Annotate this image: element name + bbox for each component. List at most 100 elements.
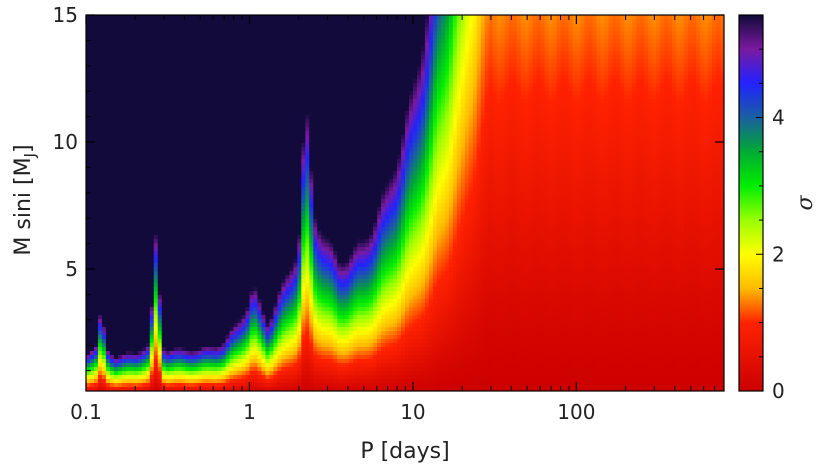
heatmap-cell xyxy=(173,179,179,184)
heatmap-cell xyxy=(133,279,139,284)
heatmap-cell xyxy=(285,307,290,312)
heatmap-cell xyxy=(245,127,251,132)
heatmap-cell xyxy=(221,63,227,68)
heatmap-cell xyxy=(177,95,183,100)
heatmap-cell xyxy=(253,239,259,244)
heatmap-cell xyxy=(161,103,167,108)
heatmap-cell xyxy=(137,375,143,380)
heatmap-cell xyxy=(285,279,290,284)
heatmap-cell xyxy=(113,111,119,116)
heatmap-cell xyxy=(269,247,275,252)
heatmap-cell xyxy=(185,211,191,216)
heatmap-cell xyxy=(169,31,175,36)
heatmap-cell xyxy=(153,223,159,228)
heatmap-cell xyxy=(141,383,147,388)
heatmap-cell xyxy=(141,371,147,376)
heatmap-cell xyxy=(133,331,139,336)
heatmap-cell xyxy=(97,175,103,180)
heatmap-cell xyxy=(281,91,286,96)
heatmap-cell xyxy=(145,295,151,300)
heatmap-cell xyxy=(213,291,219,296)
heatmap-cell xyxy=(285,347,290,352)
heatmap-cell xyxy=(141,339,147,344)
heatmap-cell xyxy=(86,143,91,148)
heatmap-cell xyxy=(233,283,239,288)
heatmap-cell xyxy=(273,139,278,144)
heatmap-cell xyxy=(145,91,151,96)
heatmap-cell xyxy=(209,135,215,140)
heatmap-cell xyxy=(145,219,151,224)
heatmap-cell xyxy=(205,379,211,384)
heatmap-cell xyxy=(273,227,278,232)
heatmap-cell xyxy=(97,331,103,336)
heatmap-cell xyxy=(213,379,219,384)
heatmap-cell xyxy=(129,15,135,20)
heatmap-cell xyxy=(145,39,151,44)
heatmap-cell xyxy=(189,263,195,268)
heatmap-cell xyxy=(169,131,175,136)
heatmap-cell xyxy=(281,147,286,152)
heatmap-cell xyxy=(145,183,151,188)
heatmap-cell xyxy=(217,47,223,52)
heatmap-cell xyxy=(265,267,271,272)
heatmap-cell xyxy=(261,291,267,296)
heatmap-cell xyxy=(93,167,99,172)
heatmap-cell xyxy=(97,319,103,324)
heatmap-cell xyxy=(237,15,243,20)
heatmap-cell xyxy=(165,143,171,148)
heatmap-cell xyxy=(145,327,151,332)
heatmap-cell xyxy=(89,359,95,364)
heatmap-cell xyxy=(205,15,211,20)
heatmap-cell xyxy=(157,39,163,44)
heatmap-cell xyxy=(145,135,151,140)
heatmap-cell xyxy=(221,167,227,172)
heatmap-cell xyxy=(161,171,167,176)
heatmap-cell xyxy=(97,115,103,120)
heatmap-cell xyxy=(185,87,191,92)
heatmap-cell xyxy=(257,43,263,48)
heatmap-cell xyxy=(173,127,179,132)
heatmap-cell xyxy=(185,327,191,332)
heatmap-cell xyxy=(261,367,267,372)
heatmap-cell xyxy=(169,275,175,280)
heatmap-cell xyxy=(121,363,127,368)
heatmap-cell xyxy=(129,227,135,232)
heatmap-cell xyxy=(177,147,183,152)
heatmap-cell xyxy=(169,227,175,232)
heatmap-cell xyxy=(293,151,298,156)
heatmap-cell xyxy=(193,379,199,384)
heatmap-cell xyxy=(277,163,282,168)
heatmap-cell xyxy=(277,139,282,144)
heatmap-cell xyxy=(86,119,91,124)
heatmap-cell xyxy=(221,139,227,144)
heatmap-cell xyxy=(253,243,259,248)
heatmap-cell xyxy=(161,87,167,92)
heatmap-cell xyxy=(213,355,219,360)
heatmap-cell xyxy=(273,367,278,372)
heatmap-cell xyxy=(169,307,175,312)
heatmap-cell xyxy=(265,63,271,68)
heatmap-cell xyxy=(201,227,207,232)
heatmap-cell xyxy=(213,23,219,28)
heatmap-cell xyxy=(209,359,215,364)
heatmap-cell xyxy=(101,155,107,160)
heatmap-cell xyxy=(141,163,147,168)
heatmap-cell xyxy=(109,135,115,140)
heatmap-cell xyxy=(249,367,255,372)
heatmap-cell xyxy=(109,215,115,220)
heatmap-cell xyxy=(261,95,267,100)
heatmap-cell xyxy=(97,211,103,216)
heatmap-cell xyxy=(229,23,235,28)
heatmap-cell xyxy=(89,159,95,164)
heatmap-cell xyxy=(137,279,143,284)
heatmap-cell xyxy=(241,175,247,180)
heatmap-cell xyxy=(141,215,147,220)
heatmap-cell xyxy=(93,383,99,388)
heatmap-cell xyxy=(189,327,195,332)
heatmap-cell xyxy=(177,187,183,192)
heatmap-cell xyxy=(257,91,263,96)
heatmap-cell xyxy=(241,203,247,208)
heatmap-cell xyxy=(97,167,103,172)
heatmap-cell xyxy=(289,371,294,376)
heatmap-cell xyxy=(269,267,275,272)
